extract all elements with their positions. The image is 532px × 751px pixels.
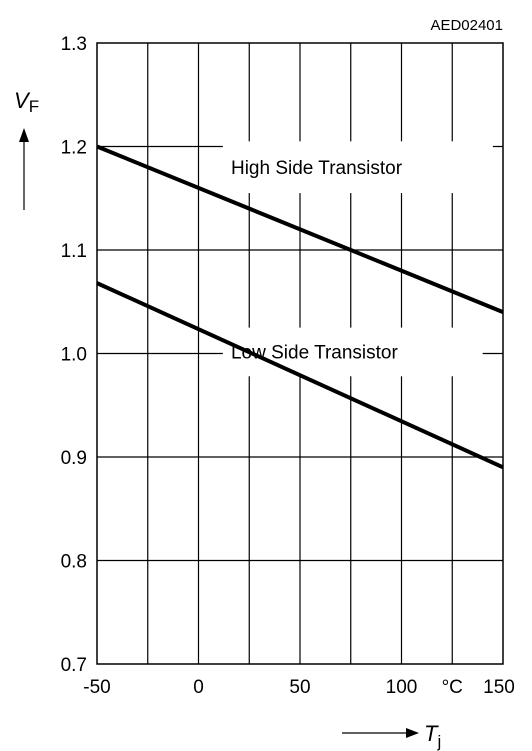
x-tick-label: 0	[193, 677, 204, 698]
y-tick-label: 0.7	[61, 655, 87, 676]
grid	[97, 43, 503, 664]
doc-id: AED02401	[430, 17, 503, 34]
series-line-high-side	[96, 144, 504, 314]
y-axis-arrow	[19, 128, 29, 210]
x-tick-label: 150	[483, 677, 515, 698]
series-label-high-side: High Side Transistor	[231, 158, 403, 179]
tick-labels: 0.7 0.8 0.9 1.0 1.1 1.2 1.3 -50 0 50 100 150 °C	[61, 34, 515, 698]
y-tick-label: 1.0	[61, 345, 87, 366]
y-tick-label: 1.2	[61, 138, 87, 159]
x-axis-label: Tj	[424, 721, 441, 751]
y-axis-label: VF	[14, 88, 39, 116]
y-tick-label: 1.1	[61, 241, 87, 262]
series-lines: High Side Transistor Low Side Transistor	[96, 144, 504, 470]
x-axis-label-main: T	[424, 721, 439, 746]
series-label-low-side: Low Side Transistor	[231, 342, 399, 363]
y-axis-label-main: V	[14, 88, 31, 113]
label-background	[222, 141, 493, 194]
label-background	[222, 327, 483, 377]
y-tick-label: 1.3	[61, 34, 87, 55]
x-tick-label: 100	[386, 677, 418, 698]
y-tick-label: 0.8	[61, 552, 87, 573]
x-tick-label: 50	[289, 677, 310, 698]
x-tick-label: -50	[83, 677, 110, 698]
y-tick-label: 0.9	[61, 448, 87, 469]
plot-frame	[96, 42, 504, 665]
x-unit-label: °C	[442, 677, 463, 698]
x-axis-label-sub: j	[436, 732, 441, 751]
x-axis-arrow	[342, 728, 419, 738]
series-line-low-side	[96, 281, 504, 470]
y-axis-label-sub: F	[29, 97, 39, 116]
